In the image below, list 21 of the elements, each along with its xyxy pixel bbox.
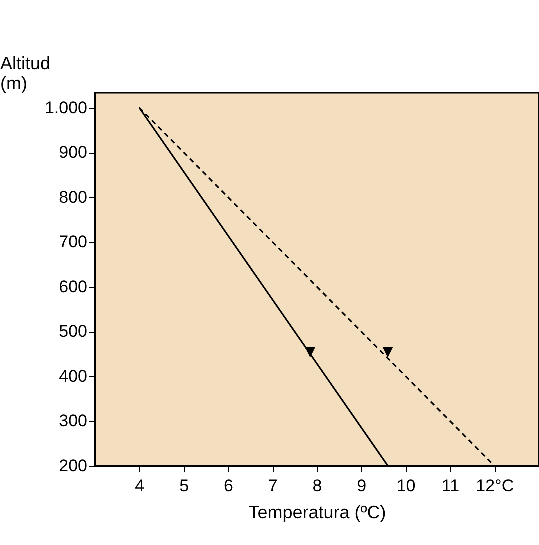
x-tick-label: 6 [224,476,234,496]
y-tick-label: 300 [59,412,88,431]
x-tick-label: 10 [396,476,416,496]
x-axis-title: Temperatura (ºC) [248,502,386,522]
y-tick-label: 700 [59,232,88,252]
x-tick-label: 8 [312,476,322,496]
y-tick-label: 500 [59,322,88,342]
y-tick-label: 1.000 [44,98,88,118]
x-tick-label: 4 [135,476,145,496]
y-tick-label: 200 [59,456,88,476]
y-axis-title: Altitud (m) [0,54,51,94]
annotation: ▼ [382,344,394,360]
y-tick-label: 600 [59,277,88,296]
x-tick-label: 5 [180,476,190,496]
y-tick-label: 800 [59,188,88,207]
x-tick-label: 7 [268,476,278,496]
y-tick-label: 900 [59,143,88,162]
x-tick-label: 11 [442,476,460,496]
y-tick-label: 400 [59,366,88,386]
x-tick-label: 12°C [476,476,514,496]
x-tick-label: 9 [357,476,367,496]
